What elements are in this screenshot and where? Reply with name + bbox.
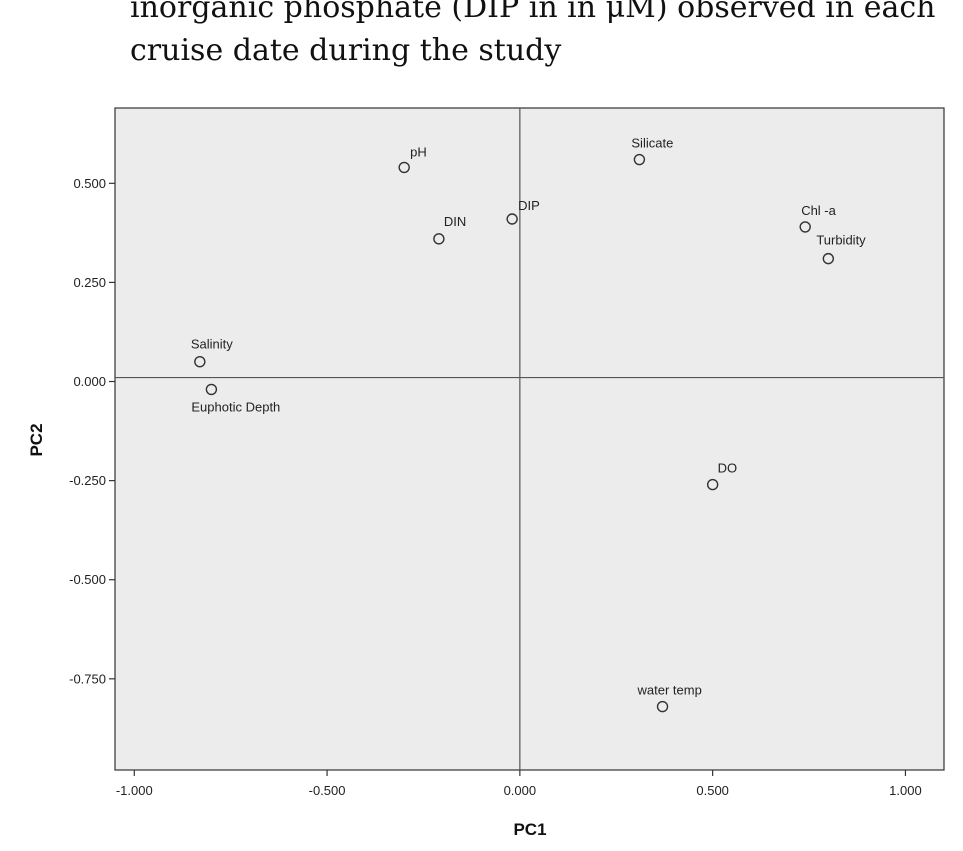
y-tick-label: 0.250 bbox=[73, 275, 106, 290]
data-point-label: Euphotic Depth bbox=[191, 399, 280, 414]
data-point bbox=[656, 700, 669, 713]
data-point-label: DIP bbox=[518, 198, 540, 213]
x-axis-label: PC1 bbox=[513, 820, 546, 839]
data-point-label: water temp bbox=[637, 683, 702, 698]
data-point-label: DO bbox=[718, 461, 738, 476]
data-point-label: Silicate bbox=[631, 136, 673, 151]
data-point bbox=[706, 478, 719, 491]
data-point bbox=[433, 233, 445, 245]
data-point bbox=[506, 213, 518, 225]
figure-caption: inorganic phosphate (DIP in in μM) obser… bbox=[130, 0, 963, 72]
x-tick-label: 0.500 bbox=[696, 783, 729, 798]
caption-line-1: inorganic phosphate (DIP in in μM) obser… bbox=[130, 0, 936, 25]
data-point bbox=[633, 153, 646, 166]
data-point-label: Chl -a bbox=[801, 203, 836, 218]
data-point bbox=[398, 161, 410, 174]
data-point bbox=[205, 383, 218, 396]
x-tick-label: -0.500 bbox=[309, 783, 346, 798]
plot-area bbox=[114, 107, 945, 771]
data-point-label: DIN bbox=[444, 214, 466, 229]
y-tick-label: -0.750 bbox=[69, 671, 106, 686]
data-point-label: Turbidity bbox=[816, 233, 866, 248]
y-tick-label: 0.000 bbox=[73, 374, 106, 389]
y-axis-label: PC2 bbox=[27, 423, 46, 456]
data-point bbox=[799, 221, 811, 233]
x-tick-label: 1.000 bbox=[889, 783, 922, 798]
x-tick-label: -1.000 bbox=[116, 783, 153, 798]
data-point-label: Salinity bbox=[191, 337, 233, 352]
data-point bbox=[822, 252, 835, 265]
y-tick-label: -0.250 bbox=[69, 473, 106, 488]
y-tick-label: 0.500 bbox=[73, 176, 106, 191]
caption-line-2: cruise date during the study bbox=[130, 33, 562, 68]
data-point bbox=[194, 356, 206, 368]
y-tick-label: -0.500 bbox=[69, 572, 106, 587]
data-point-label: pH bbox=[410, 144, 427, 159]
x-tick-label: 0.000 bbox=[504, 783, 537, 798]
